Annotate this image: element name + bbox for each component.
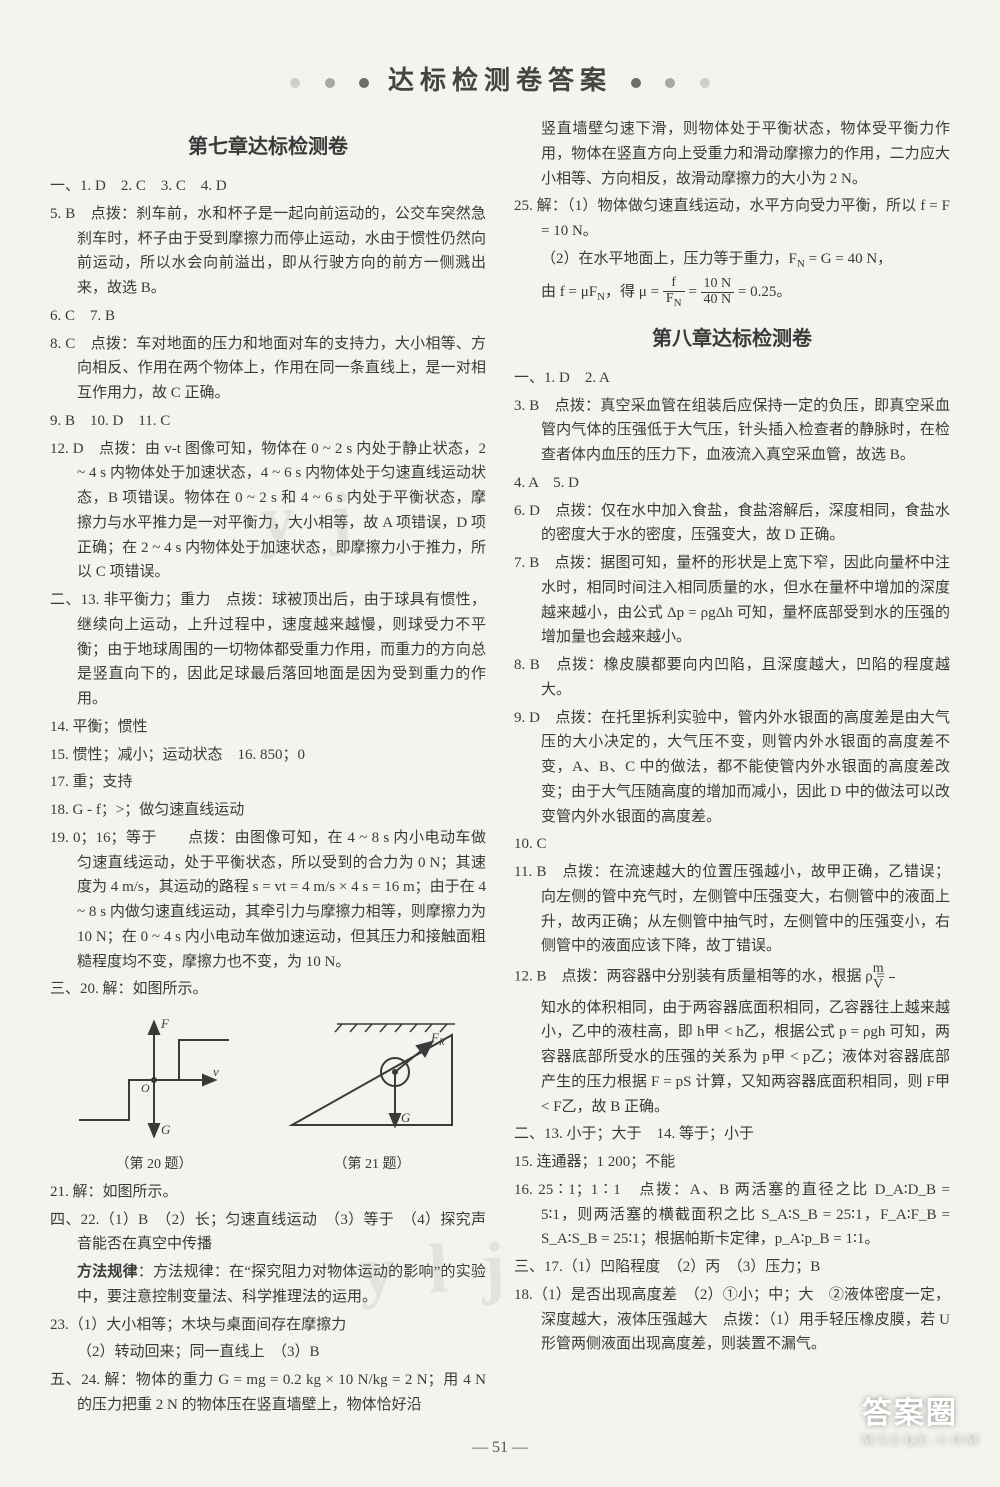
ans-line: 一、1. D 2. A (514, 366, 950, 391)
fraction: 10 N40 N (701, 277, 735, 307)
ans-line: 25. 解：（1）物体做匀速直线运动，水平方向受力平衡，所以 f = F = 1… (514, 194, 950, 244)
svg-text:FR: FR (430, 1030, 445, 1047)
ans-line: 一、1. D 2. C 3. C 4. D (50, 174, 486, 199)
right-column: 竖直墙壁匀速下滑，则物体处于平衡状态，物体受平衡力作用，物体在竖直方向上受重力和… (514, 117, 950, 1421)
svg-text:v: v (213, 1064, 219, 1079)
ans-line: 15. 连通器；1 200；不能 (514, 1150, 950, 1175)
page: 达标检测卷答案 第七章达标检测卷 一、1. D 2. C 3. C 4. D 5… (0, 0, 1000, 1487)
page-number: — 51 — (50, 1439, 950, 1457)
ans-line: 5. B 点拨：刹车前，水和杯子是一起向前运动的，公交车突然急刹车时，杯子由于受… (50, 202, 486, 301)
ans-line: 五、24. 解：物体的重力 G = mg = 0.2 kg × 10 N/kg … (50, 1368, 486, 1418)
denominator: FN (663, 292, 685, 309)
ans-line: 8. C 点拨：车对地面的压力和地面对车的支持力，大小相等、方向相反、作用在两个… (50, 332, 486, 406)
numerator: f (663, 276, 685, 292)
ans-line: 9. D 点拨：在托里拆利实验中，管内外水银面的高度差是由大气压的大小决定的，大… (514, 706, 950, 830)
method-text: 方法规律：在“探究阻力对物体运动的影响”的实验中，要注意控制变量法、科学推理法的… (77, 1264, 486, 1305)
ans-line: 7. B 点拨：据图可知，量杯的形状是上宽下窄，因此向量杯中注水时，相同时间注入… (514, 551, 950, 650)
text: = 0.25。 (738, 284, 791, 300)
text: ，得 μ = (605, 284, 663, 300)
ans-line: 18.（1）是否出现高度差 （2）①小；中；大 ②液体密度一定，深度越大，液体压… (514, 1283, 950, 1357)
columns: 第七章达标检测卷 一、1. D 2. C 3. C 4. D 5. B 点拨：刹… (50, 117, 950, 1421)
ans-line: 6. D 点拨：仅在水中加入食盐，食盐溶解后，深度相同，食盐水的密度大于水的密度… (514, 499, 950, 549)
header-text: 达标检测卷答案 (388, 66, 612, 95)
ans-line: 17. 重；支持 (50, 770, 486, 795)
fraction: fFN (663, 276, 685, 309)
svg-text:F: F (160, 1016, 170, 1031)
text: （2）在水平地面上，压力等于重力，F (541, 251, 797, 267)
ans-line: 12. D 点拨：由 v-t 图像可知，物体在 0 ~ 2 s 内处于静止状态，… (50, 437, 486, 586)
ans-line: 方法规律：方法规律：在“探究阻力对物体运动的影响”的实验中，要注意控制变量法、科… (50, 1260, 486, 1310)
dot-icon (359, 78, 369, 88)
ans-line: 16. 25∶1；1∶1 点拨：A、B 两活塞的直径之比 D_A∶D_B = 5… (514, 1178, 950, 1252)
ans-line: 竖直墙壁匀速下滑，则物体处于平衡状态，物体受平衡力作用，物体在竖直方向上受重力和… (514, 117, 950, 191)
dot-icon (290, 78, 300, 88)
ans-line: 8. B 点拨：橡皮膜都要向内凹陷，且深度越大，凹陷的程度越大。 (514, 653, 950, 703)
chapter7-title: 第七章达标检测卷 (50, 131, 486, 164)
chapter8-title: 第八章达标检测卷 (514, 323, 950, 356)
method-label: 方法规律 (77, 1264, 138, 1280)
ans-line: 9. B 10. D 11. C (50, 409, 486, 434)
svg-text:G: G (161, 1122, 171, 1137)
ans-line: 10. C (514, 832, 950, 857)
diagram-21-caption: （第 21 题） (277, 1153, 467, 1176)
numerator: 10 N (701, 277, 735, 293)
ans-line: 四、22.（1）B （2）长；匀速直线运动 （3）等于 （4）探究声音能否在真空… (50, 1208, 486, 1258)
diagram-row: F v G O （第 20 题） (50, 1010, 486, 1176)
numerator: m (889, 962, 895, 978)
denominator: V (889, 978, 895, 993)
text: 由 f = μF (541, 284, 597, 300)
ans-line: 12. B 点拨：两容器中分别装有质量相等的水，根据 ρ = mV (514, 962, 950, 992)
ans-line: 15. 惯性；减小；运动状态 16. 850；0 (50, 743, 486, 768)
diagram-20: F v G O （第 20 题） (69, 1010, 239, 1176)
ans-line: 3. B 点拨：真空采血管在组装后应保持一定的负压，即真空采血管内气体的压强低于… (514, 394, 950, 468)
corner-title: 答案圈 (862, 1397, 958, 1430)
ans-line: 二、13. 非平衡力；重力 点拨：球被顶出后，由于球具有惯性，继续向上运动，上升… (50, 588, 486, 712)
ans-line: 6. C 7. B (50, 304, 486, 329)
text: 12. B 点拨：两容器中分别装有质量相等的水，根据 ρ = (514, 969, 889, 985)
ans-line: 11. B 点拨：在流速越大的位置压强越小，故甲正确，乙错误；向左侧的管中充气时… (514, 860, 950, 959)
ans-line: 19. 0；16；等于 点拨：由图像可知，在 4 ~ 8 s 内小电动车做匀速直… (50, 826, 486, 975)
diagram-21: FR G （第 21 题） (277, 1010, 467, 1176)
diagram-20-caption: （第 20 题） (69, 1153, 239, 1176)
svg-text:O: O (141, 1081, 150, 1095)
dot-icon (325, 78, 335, 88)
text: = (688, 284, 700, 300)
ans-line: （2）在水平地面上，压力等于重力，FN = G = 40 N， (514, 247, 950, 273)
dot-icon (631, 78, 641, 88)
fraction: mV (889, 962, 895, 992)
denominator: 40 N (701, 293, 735, 308)
ans-line: 21. 解：如图所示。 (50, 1180, 486, 1205)
incline-diagram-icon: FR G (277, 1010, 467, 1140)
ans-line: 由 f = μFN，得 μ = fFN = 10 N40 N = 0.25。 (514, 276, 950, 309)
ans-line: 知水的体积相同，由于两容器底面积相同，乙容器往上越来越小，乙中的液柱高，即 h甲… (514, 996, 950, 1120)
ans-line: 三、17.（1）凹陷程度 （2）丙 （3）压力；B (514, 1255, 950, 1280)
svg-text:G: G (401, 1110, 411, 1125)
text: = G = 40 N， (805, 251, 892, 267)
corner-url: MXEQE.COM (862, 1432, 982, 1448)
dot-icon (700, 78, 710, 88)
corner-brand: 答案圈 MXEQE.COM (862, 1388, 982, 1448)
ans-line: 18. G - f；>；做匀速直线运动 (50, 798, 486, 823)
ans-line: 二、13. 小于；大于 14. 等于；小于 (514, 1122, 950, 1147)
ans-line: 14. 平衡；惯性 (50, 715, 486, 740)
ans-line: 三、20. 解：如图所示。 (50, 977, 486, 1002)
force-diagram-icon: F v G O (69, 1010, 239, 1140)
ans-line: 23.（1）大小相等；木块与桌面间存在摩擦力 (50, 1313, 486, 1338)
left-column: 第七章达标检测卷 一、1. D 2. C 3. C 4. D 5. B 点拨：刹… (50, 117, 486, 1421)
page-header: 达标检测卷答案 (50, 60, 950, 97)
dot-icon (665, 78, 675, 88)
ans-line: 4. A 5. D (514, 471, 950, 496)
ans-line: （2）转动回来；同一直线上 （3）B (50, 1340, 486, 1365)
